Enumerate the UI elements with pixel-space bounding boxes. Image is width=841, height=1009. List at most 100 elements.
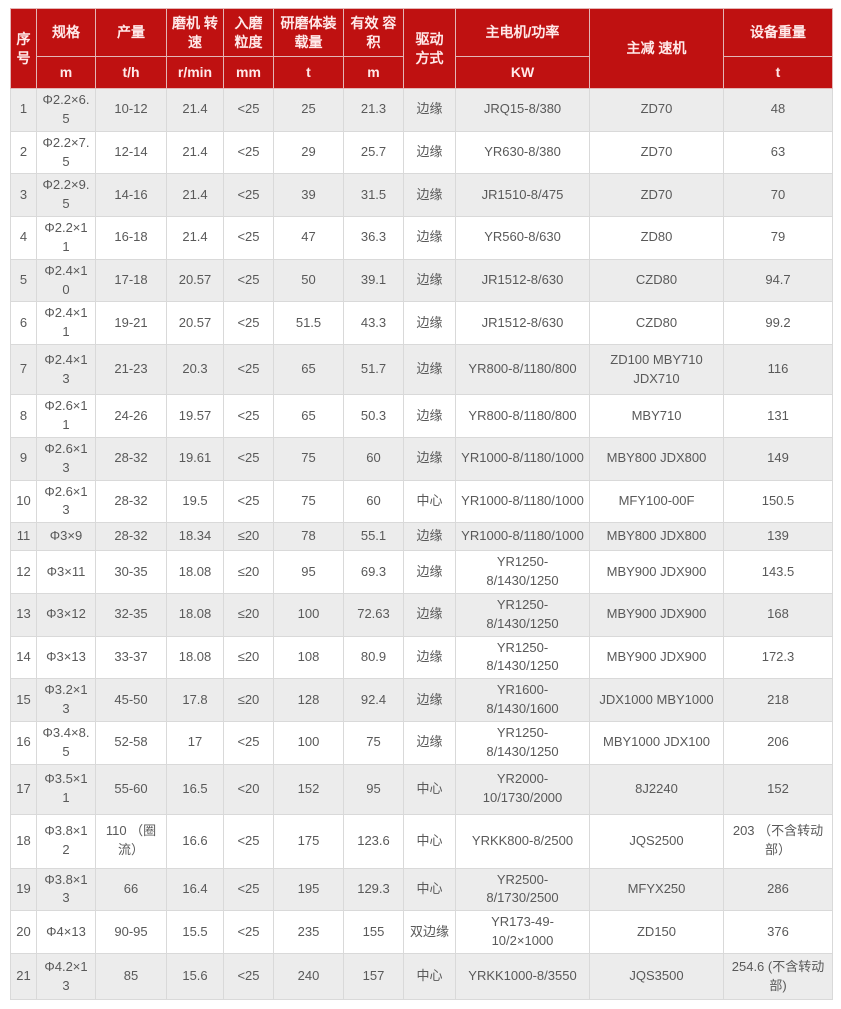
feed-size-cell: <25 (223, 88, 274, 132)
spec-cell: Φ3×12 (36, 592, 96, 637)
media-load-cell: 50 (273, 258, 344, 303)
mill-spec-table-container: 序号 规格 产量 磨机 转速 入磨 粒度 研磨体装载量 有效 容积 驱动 方式 … (10, 8, 833, 1000)
col-header-index: 序号 (10, 8, 37, 89)
mill-speed-cell: 15.5 (166, 910, 224, 954)
output-cell: 28-32 (95, 436, 167, 481)
drive-type-cell: 边缘 (403, 216, 456, 260)
col-header-feed-size: 入磨 粒度 (223, 8, 274, 57)
main-motor-cell: JR1510-8/475 (455, 173, 590, 218)
table-row: 1 Φ2.2×6.5 10-12 21.4 <25 25 21.3 边缘 JRQ15-8/380… (10, 88, 833, 132)
spec-cell: Φ4×13 (36, 910, 96, 954)
main-reducer-cell: ZD150 (589, 910, 724, 954)
mill-speed-cell: 21.4 (166, 130, 224, 175)
media-load-cell: 29 (273, 130, 344, 175)
row-index-cell: 4 (10, 216, 37, 260)
media-load-cell: 100 (273, 592, 344, 637)
feed-size-cell: <25 (223, 258, 274, 303)
col-unit-main-motor: KW (455, 56, 590, 89)
effective-volume-cell: 36.3 (343, 216, 404, 260)
mill-speed-cell: 20.3 (166, 344, 224, 396)
media-load-cell: 128 (273, 678, 344, 722)
mill-speed-cell: 19.61 (166, 436, 224, 481)
drive-type-cell: 边缘 (403, 394, 456, 438)
main-motor-cell: YR1000-8/1180/1000 (455, 479, 590, 524)
table-row: 5 Φ2.4×10 17-18 20.57 <25 50 39.1 边缘 JR1512-8/63… (10, 258, 833, 303)
col-unit-media-load: t (273, 56, 344, 89)
mill-speed-cell: 21.4 (166, 88, 224, 132)
media-load-cell: 75 (273, 479, 344, 524)
main-motor-cell: YR560-8/630 (455, 216, 590, 260)
main-motor-cell: YR800-8/1180/800 (455, 344, 590, 396)
row-index-cell: 3 (10, 173, 37, 218)
output-cell: 110 （圈流） (95, 813, 167, 869)
weight-cell: 139 (723, 522, 833, 552)
media-load-cell: 78 (273, 522, 344, 552)
spec-cell: Φ2.2×9.5 (36, 173, 96, 218)
col-header-drive: 驱动 方式 (403, 8, 456, 89)
media-load-cell: 195 (273, 867, 344, 912)
effective-volume-cell: 155 (343, 910, 404, 954)
media-load-cell: 51.5 (273, 301, 344, 346)
main-reducer-cell: MBY900 JDX900 (589, 592, 724, 637)
col-header-spec: 规格 (36, 8, 96, 57)
mill-speed-cell: 18.08 (166, 635, 224, 680)
output-cell: 28-32 (95, 522, 167, 552)
row-index-cell: 18 (10, 813, 37, 869)
mill-speed-cell: 16.5 (166, 763, 224, 815)
output-cell: 24-26 (95, 394, 167, 438)
feed-size-cell: <25 (223, 216, 274, 260)
drive-type-cell: 边缘 (403, 130, 456, 175)
effective-volume-cell: 123.6 (343, 813, 404, 869)
media-load-cell: 235 (273, 910, 344, 954)
feed-size-cell: ≤20 (223, 678, 274, 722)
row-index-cell: 12 (10, 550, 37, 594)
main-motor-cell: YR1250-8/1430/1250 (455, 635, 590, 680)
spec-cell: Φ2.2×11 (36, 216, 96, 260)
main-motor-cell: YR173-49-10/2×1000 (455, 910, 590, 954)
effective-volume-cell: 92.4 (343, 678, 404, 722)
mill-speed-cell: 19.57 (166, 394, 224, 438)
media-load-cell: 108 (273, 635, 344, 680)
drive-type-cell: 边缘 (403, 550, 456, 594)
effective-volume-cell: 60 (343, 436, 404, 481)
spec-cell: Φ3.8×12 (36, 813, 96, 869)
feed-size-cell: <25 (223, 910, 274, 954)
col-header-weight: 设备重量 (723, 8, 833, 57)
table-row: 16 Φ3.4×8.5 52-58 17 <25 100 75 边缘 YR1250-8/1430… (10, 720, 833, 765)
col-header-mill-speed: 磨机 转速 (166, 8, 224, 57)
output-cell: 28-32 (95, 479, 167, 524)
media-load-cell: 65 (273, 394, 344, 438)
weight-cell: 116 (723, 344, 833, 396)
weight-cell: 203 （不含转动部） (723, 813, 833, 869)
drive-type-cell: 边缘 (403, 88, 456, 132)
effective-volume-cell: 21.3 (343, 88, 404, 132)
main-motor-cell: YR1600-8/1430/1600 (455, 678, 590, 722)
media-load-cell: 25 (273, 88, 344, 132)
mill-speed-cell: 17 (166, 720, 224, 765)
weight-cell: 206 (723, 720, 833, 765)
col-unit-effective-volume: m (343, 56, 404, 89)
main-reducer-cell: ZD70 (589, 173, 724, 218)
spec-cell: Φ2.6×13 (36, 436, 96, 481)
main-reducer-cell: ZD70 (589, 130, 724, 175)
mill-speed-cell: 18.08 (166, 550, 224, 594)
media-load-cell: 65 (273, 344, 344, 396)
effective-volume-cell: 69.3 (343, 550, 404, 594)
drive-type-cell: 边缘 (403, 258, 456, 303)
main-motor-cell: YR1250-8/1430/1250 (455, 720, 590, 765)
feed-size-cell: ≤20 (223, 592, 274, 637)
output-cell: 16-18 (95, 216, 167, 260)
effective-volume-cell: 129.3 (343, 867, 404, 912)
spec-cell: Φ2.6×13 (36, 479, 96, 524)
mill-speed-cell: 18.34 (166, 522, 224, 552)
drive-type-cell: 边缘 (403, 635, 456, 680)
row-index-cell: 6 (10, 301, 37, 346)
main-motor-cell: JR1512-8/630 (455, 258, 590, 303)
feed-size-cell: <25 (223, 813, 274, 869)
feed-size-cell: <25 (223, 301, 274, 346)
output-cell: 45-50 (95, 678, 167, 722)
weight-cell: 143.5 (723, 550, 833, 594)
main-reducer-cell: MFYX250 (589, 867, 724, 912)
weight-cell: 168 (723, 592, 833, 637)
drive-type-cell: 边缘 (403, 678, 456, 722)
